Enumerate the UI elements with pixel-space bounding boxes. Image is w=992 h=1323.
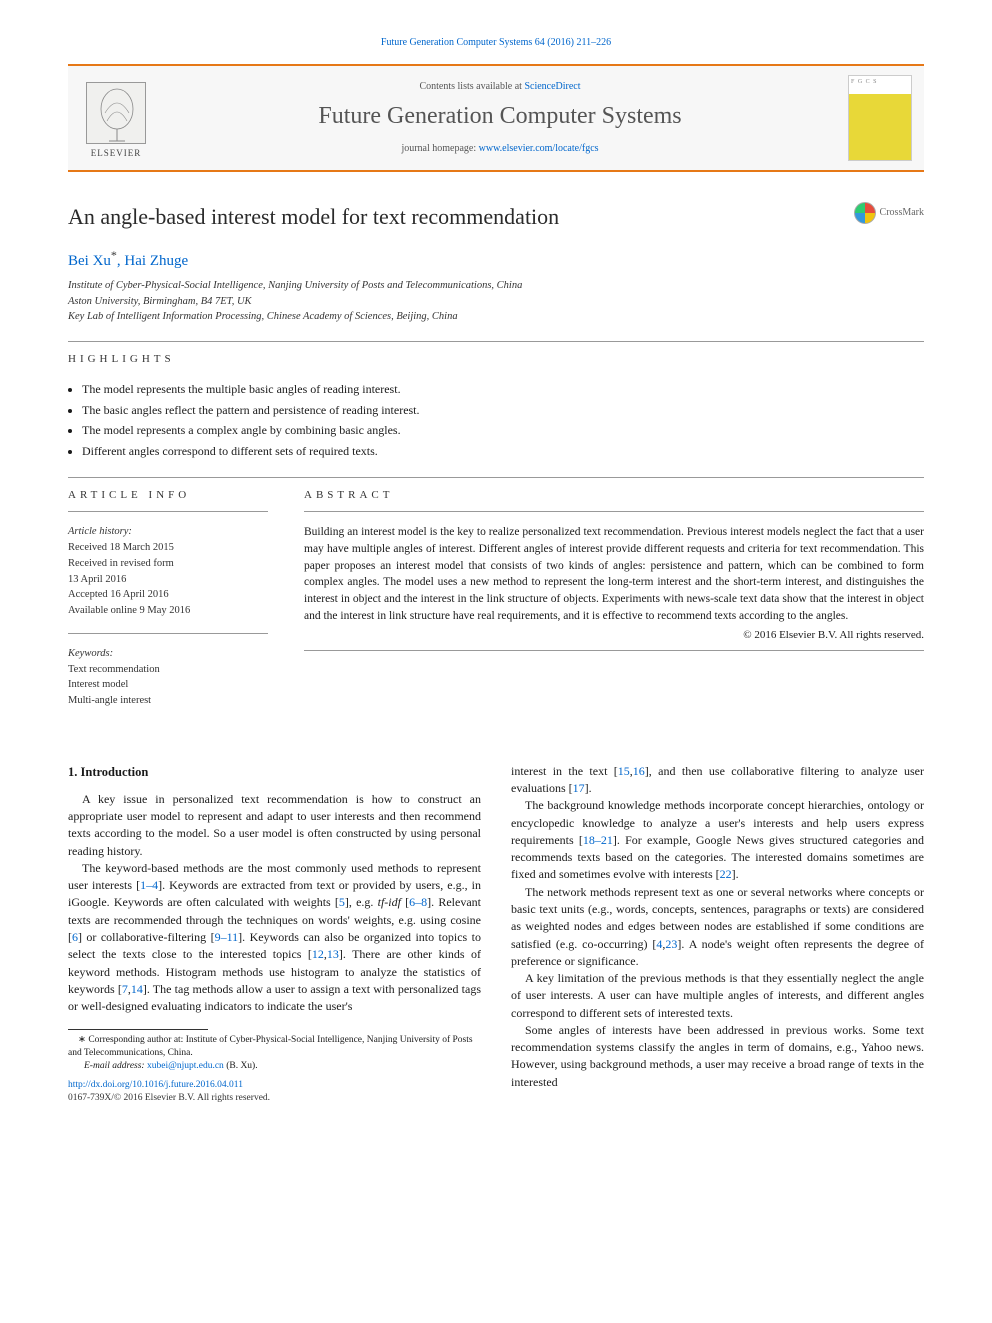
article-info-heading: article info bbox=[68, 488, 268, 503]
ref-link[interactable]: 23 bbox=[665, 937, 677, 951]
doi-block: http://dx.doi.org/10.1016/j.future.2016.… bbox=[68, 1079, 481, 1106]
ref-link[interactable]: 18–21 bbox=[583, 833, 613, 847]
text: ], e.g. bbox=[345, 895, 378, 909]
body-text: 1. Introduction A key issue in personali… bbox=[68, 763, 924, 1106]
crossmark-label: CrossMark bbox=[880, 206, 924, 220]
keywords-block: Keywords: Text recommendation Interest m… bbox=[68, 646, 268, 709]
text: tf-idf bbox=[378, 895, 401, 909]
sciencedirect-link[interactable]: ScienceDirect bbox=[524, 81, 580, 92]
history-line: Received 18 March 2015 bbox=[68, 540, 268, 556]
text: interest in the text [ bbox=[511, 764, 618, 778]
crossmark-icon bbox=[854, 202, 876, 224]
ref-link[interactable]: 16 bbox=[633, 764, 645, 778]
highlight-item: The model represents a complex angle by … bbox=[82, 420, 924, 440]
ref-link[interactable]: 13 bbox=[327, 947, 339, 961]
history-line: Accepted 16 April 2016 bbox=[68, 587, 268, 603]
text: [ bbox=[401, 895, 409, 909]
journal-cover-thumb[interactable]: F G C S bbox=[848, 75, 912, 161]
text: ]. bbox=[732, 867, 739, 881]
paragraph: interest in the text [15,16], and then u… bbox=[511, 763, 924, 798]
affiliations: Institute of Cyber-Physical-Social Intel… bbox=[68, 278, 924, 325]
history-line: Received in revised form bbox=[68, 556, 268, 572]
highlights-heading: highlights bbox=[68, 352, 924, 367]
ref-link[interactable]: 6–8 bbox=[409, 895, 427, 909]
homepage-link[interactable]: www.elsevier.com/locate/fgcs bbox=[479, 143, 599, 154]
issn-copyright: 0167-739X/© 2016 Elsevier B.V. All right… bbox=[68, 1093, 270, 1103]
keywords-label: Keywords: bbox=[68, 646, 268, 662]
highlight-item: Different angles correspond to different… bbox=[82, 441, 924, 461]
paragraph: Some angles of interests have been addre… bbox=[511, 1022, 924, 1091]
journal-banner: ELSEVIER Contents lists available at Sci… bbox=[68, 64, 924, 172]
email-who: (B. Xu). bbox=[226, 1061, 257, 1071]
affiliation: Institute of Cyber-Physical-Social Intel… bbox=[68, 278, 924, 294]
author-link[interactable]: Hai Zhuge bbox=[124, 253, 188, 269]
paragraph: The keyword-based methods are the most c… bbox=[68, 860, 481, 1015]
author-link[interactable]: Bei Xu bbox=[68, 253, 111, 269]
ref-link[interactable]: 15 bbox=[618, 764, 630, 778]
section-heading: 1. Introduction bbox=[68, 763, 481, 781]
abstract-copyright: © 2016 Elsevier B.V. All rights reserved… bbox=[304, 628, 924, 643]
history-label: Article history: bbox=[68, 524, 268, 540]
email-link[interactable]: xubei@njupt.edu.cn bbox=[147, 1061, 224, 1071]
text: A key issue in personalized text recomme… bbox=[68, 792, 481, 858]
highlight-item: The basic angles reflect the pattern and… bbox=[82, 400, 924, 420]
affiliation: Aston University, Birmingham, B4 7ET, UK bbox=[68, 294, 924, 310]
abstract-text: Building an interest model is the key to… bbox=[304, 524, 924, 624]
paragraph: The network methods represent text as on… bbox=[511, 884, 924, 970]
homepage-prefix: journal homepage: bbox=[401, 143, 478, 154]
elsevier-tree-icon bbox=[86, 82, 146, 144]
history-line: 13 April 2016 bbox=[68, 572, 268, 588]
corr-star: ∗ bbox=[78, 1035, 88, 1045]
abstract-heading: abstract bbox=[304, 488, 924, 503]
ref-link[interactable]: 22 bbox=[720, 867, 732, 881]
ref-link[interactable]: 17 bbox=[573, 781, 585, 795]
keyword: Multi-angle interest bbox=[68, 693, 268, 709]
paragraph: The background knowledge methods incorpo… bbox=[511, 797, 924, 883]
footnotes: ∗ Corresponding author at: Institute of … bbox=[68, 1034, 481, 1072]
text: A key limitation of the previous methods… bbox=[511, 971, 924, 1020]
keyword: Text recommendation bbox=[68, 662, 268, 678]
publisher-logo[interactable]: ELSEVIER bbox=[80, 76, 152, 160]
affiliation: Key Lab of Intelligent Information Proce… bbox=[68, 309, 924, 325]
ref-link[interactable]: 9–11 bbox=[215, 930, 239, 944]
history-line: Available online 9 May 2016 bbox=[68, 603, 268, 619]
homepage-line: journal homepage: www.elsevier.com/locat… bbox=[152, 142, 848, 156]
keyword: Interest model bbox=[68, 677, 268, 693]
text: ] or collaborative-filtering [ bbox=[78, 930, 215, 944]
paragraph: A key limitation of the previous methods… bbox=[511, 970, 924, 1022]
article-title: An angle-based interest model for text r… bbox=[68, 202, 559, 233]
text: ]. bbox=[585, 781, 592, 795]
citation-line[interactable]: Future Generation Computer Systems 64 (2… bbox=[68, 36, 924, 50]
ref-link[interactable]: 14 bbox=[131, 982, 143, 996]
text: Some angles of interests have been addre… bbox=[511, 1023, 924, 1089]
publisher-name: ELSEVIER bbox=[91, 147, 142, 160]
email-label: E-mail address: bbox=[84, 1061, 145, 1071]
contents-line: Contents lists available at ScienceDirec… bbox=[152, 80, 848, 94]
highlight-item: The model represents the multiple basic … bbox=[82, 379, 924, 399]
authors: Bei Xu*, Hai Zhuge bbox=[68, 247, 924, 272]
article-history: Article history: Received 18 March 2015 … bbox=[68, 524, 268, 619]
footnote-separator bbox=[68, 1029, 208, 1030]
cover-badge: F G C S bbox=[849, 76, 911, 94]
journal-name: Future Generation Computer Systems bbox=[152, 100, 848, 134]
corresponding-author: Corresponding author at: Institute of Cy… bbox=[68, 1035, 473, 1058]
paragraph: A key issue in personalized text recomme… bbox=[68, 791, 481, 860]
ref-link[interactable]: 1–4 bbox=[140, 878, 158, 892]
ref-link[interactable]: 12 bbox=[312, 947, 324, 961]
doi-link[interactable]: http://dx.doi.org/10.1016/j.future.2016.… bbox=[68, 1080, 243, 1090]
contents-prefix: Contents lists available at bbox=[419, 81, 524, 92]
crossmark-badge[interactable]: CrossMark bbox=[854, 202, 924, 224]
highlights-list: The model represents the multiple basic … bbox=[68, 379, 924, 461]
